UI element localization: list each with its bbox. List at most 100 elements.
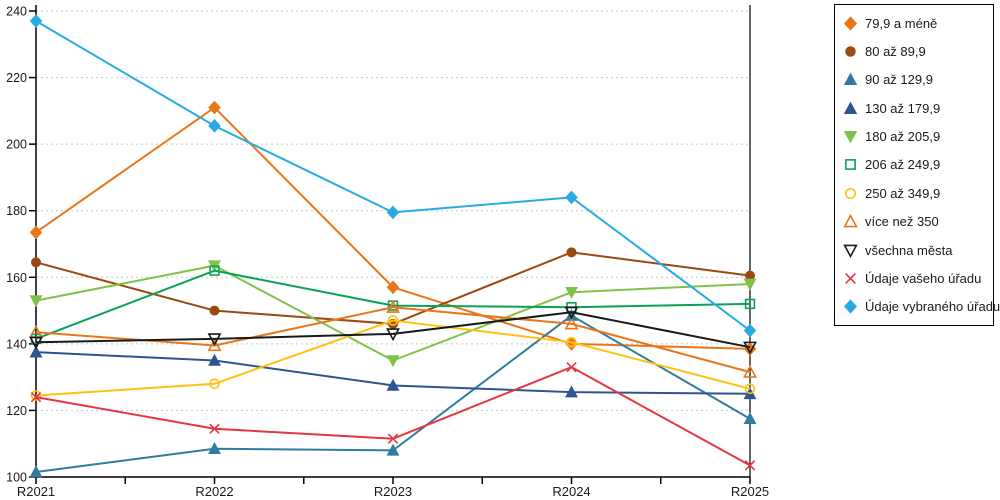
legend-item-label: Údaje vašeho úřadu: [865, 270, 982, 286]
data-point-marker: [843, 214, 858, 228]
data-point-marker: [744, 298, 756, 310]
data-point-marker: [29, 295, 43, 308]
series-9: [30, 361, 756, 471]
legend-item-label: 180 až 205,9: [865, 129, 941, 145]
series-1: [31, 247, 755, 329]
y-axis-tick-label: 140: [6, 337, 27, 351]
data-point-marker: [386, 378, 400, 391]
series-8: [29, 306, 757, 355]
data-point-marker: [209, 265, 220, 276]
series-6: [30, 315, 756, 401]
data-point-marker: [208, 118, 221, 133]
data-point-marker: [844, 187, 857, 199]
data-point-marker: [386, 355, 400, 368]
legend-item: 180 až 205,9: [843, 129, 991, 144]
data-point-marker: [564, 306, 579, 320]
series-7: [29, 299, 757, 378]
legend-item: více než 350: [843, 214, 991, 229]
data-point-marker: [743, 323, 757, 338]
x-axis-tick-label: R2023: [374, 484, 412, 499]
series-0: [29, 100, 757, 356]
y-axis-tick-label: 180: [6, 204, 27, 218]
data-point-marker: [565, 286, 578, 299]
data-point-marker: [29, 345, 43, 358]
legend-item: všechna města: [843, 243, 991, 258]
legend-item: Údaje vybraného úřadu: [843, 299, 1000, 314]
series-line: [35, 311, 751, 349]
legend-item-label: Údaje vybraného úřadu: [865, 299, 1000, 315]
series-line: [35, 306, 751, 374]
data-point-marker: [29, 465, 43, 478]
x-marker-icon: [845, 272, 856, 284]
legend-item: Údaje vašeho úřadu: [843, 271, 991, 286]
circle-marker-icon: [845, 46, 856, 57]
data-point-marker: [843, 244, 858, 258]
data-point-marker: [566, 361, 577, 373]
data-point-marker: [29, 336, 43, 350]
y-axis-tick-label: 200: [6, 138, 27, 152]
data-point-marker: [843, 101, 858, 114]
data-point-marker: [564, 316, 579, 330]
legend-item: 79,9 a méně: [843, 16, 991, 31]
data-point-marker: [566, 247, 577, 258]
x-axis-tick-label: R2021: [17, 484, 55, 499]
data-point-marker: [207, 338, 222, 352]
data-point-marker: [743, 341, 757, 355]
legend-item-label: všechna města: [865, 242, 953, 258]
data-point-marker: [744, 383, 756, 395]
data-point-marker: [386, 299, 400, 313]
data-point-marker: [209, 378, 220, 390]
data-point-marker: [845, 272, 856, 284]
data-point-marker: [208, 353, 221, 366]
data-point-marker: [843, 16, 858, 31]
data-point-marker: [565, 190, 578, 205]
legend-item-label: 80 až 89,9: [865, 44, 926, 60]
data-point-marker: [207, 333, 222, 347]
x-axis-tick-label: R2024: [552, 484, 590, 499]
y-axis-tick-label: 160: [6, 271, 27, 285]
triangle-up-marker-icon: [843, 101, 858, 114]
data-point-marker: [743, 278, 757, 291]
square-marker-icon: [845, 159, 856, 171]
data-point-marker: [744, 460, 756, 471]
diamond-marker-icon: [843, 16, 858, 31]
data-point-marker: [31, 257, 41, 268]
legend-item-label: 206 až 249,9: [865, 157, 941, 173]
legend-item: 206 až 249,9: [843, 157, 991, 172]
data-point-marker: [845, 159, 856, 171]
data-point-marker: [565, 308, 578, 321]
data-point-marker: [386, 443, 400, 456]
data-point-marker: [565, 385, 578, 398]
series-10: [29, 14, 757, 338]
data-point-marker: [386, 205, 400, 220]
legend-item: 250 až 349,9: [843, 186, 991, 201]
diamond-marker-icon: [843, 299, 858, 314]
data-point-marker: [29, 14, 43, 28]
legend-item-label: 79,9 a méně: [865, 15, 938, 31]
triangle-up-marker-icon: [843, 72, 858, 86]
data-point-marker: [743, 364, 757, 378]
data-point-marker: [386, 280, 400, 295]
data-point-marker: [843, 299, 858, 314]
x-axis-tick-label: R2022: [195, 484, 233, 499]
series-4: [29, 260, 757, 368]
data-point-marker: [209, 305, 220, 316]
series-2: [29, 308, 757, 478]
legend-item-label: 130 až 179,9: [865, 100, 941, 116]
series-line: [35, 269, 751, 340]
data-point-marker: [386, 328, 400, 342]
data-point-marker: [387, 315, 399, 326]
legend-item: 130 až 179,9: [843, 101, 991, 116]
data-point-marker: [843, 72, 858, 86]
series-line: [35, 319, 751, 397]
data-point-marker: [566, 336, 577, 348]
triangle-down-marker-icon: [843, 131, 858, 144]
data-point-marker: [29, 225, 43, 240]
triangle-down-marker-icon: [843, 244, 858, 258]
data-point-marker: [209, 423, 220, 434]
data-point-marker: [387, 433, 399, 444]
legend-item: 80 až 89,9: [843, 44, 991, 59]
legend-item: 90 až 129,9: [843, 72, 991, 87]
